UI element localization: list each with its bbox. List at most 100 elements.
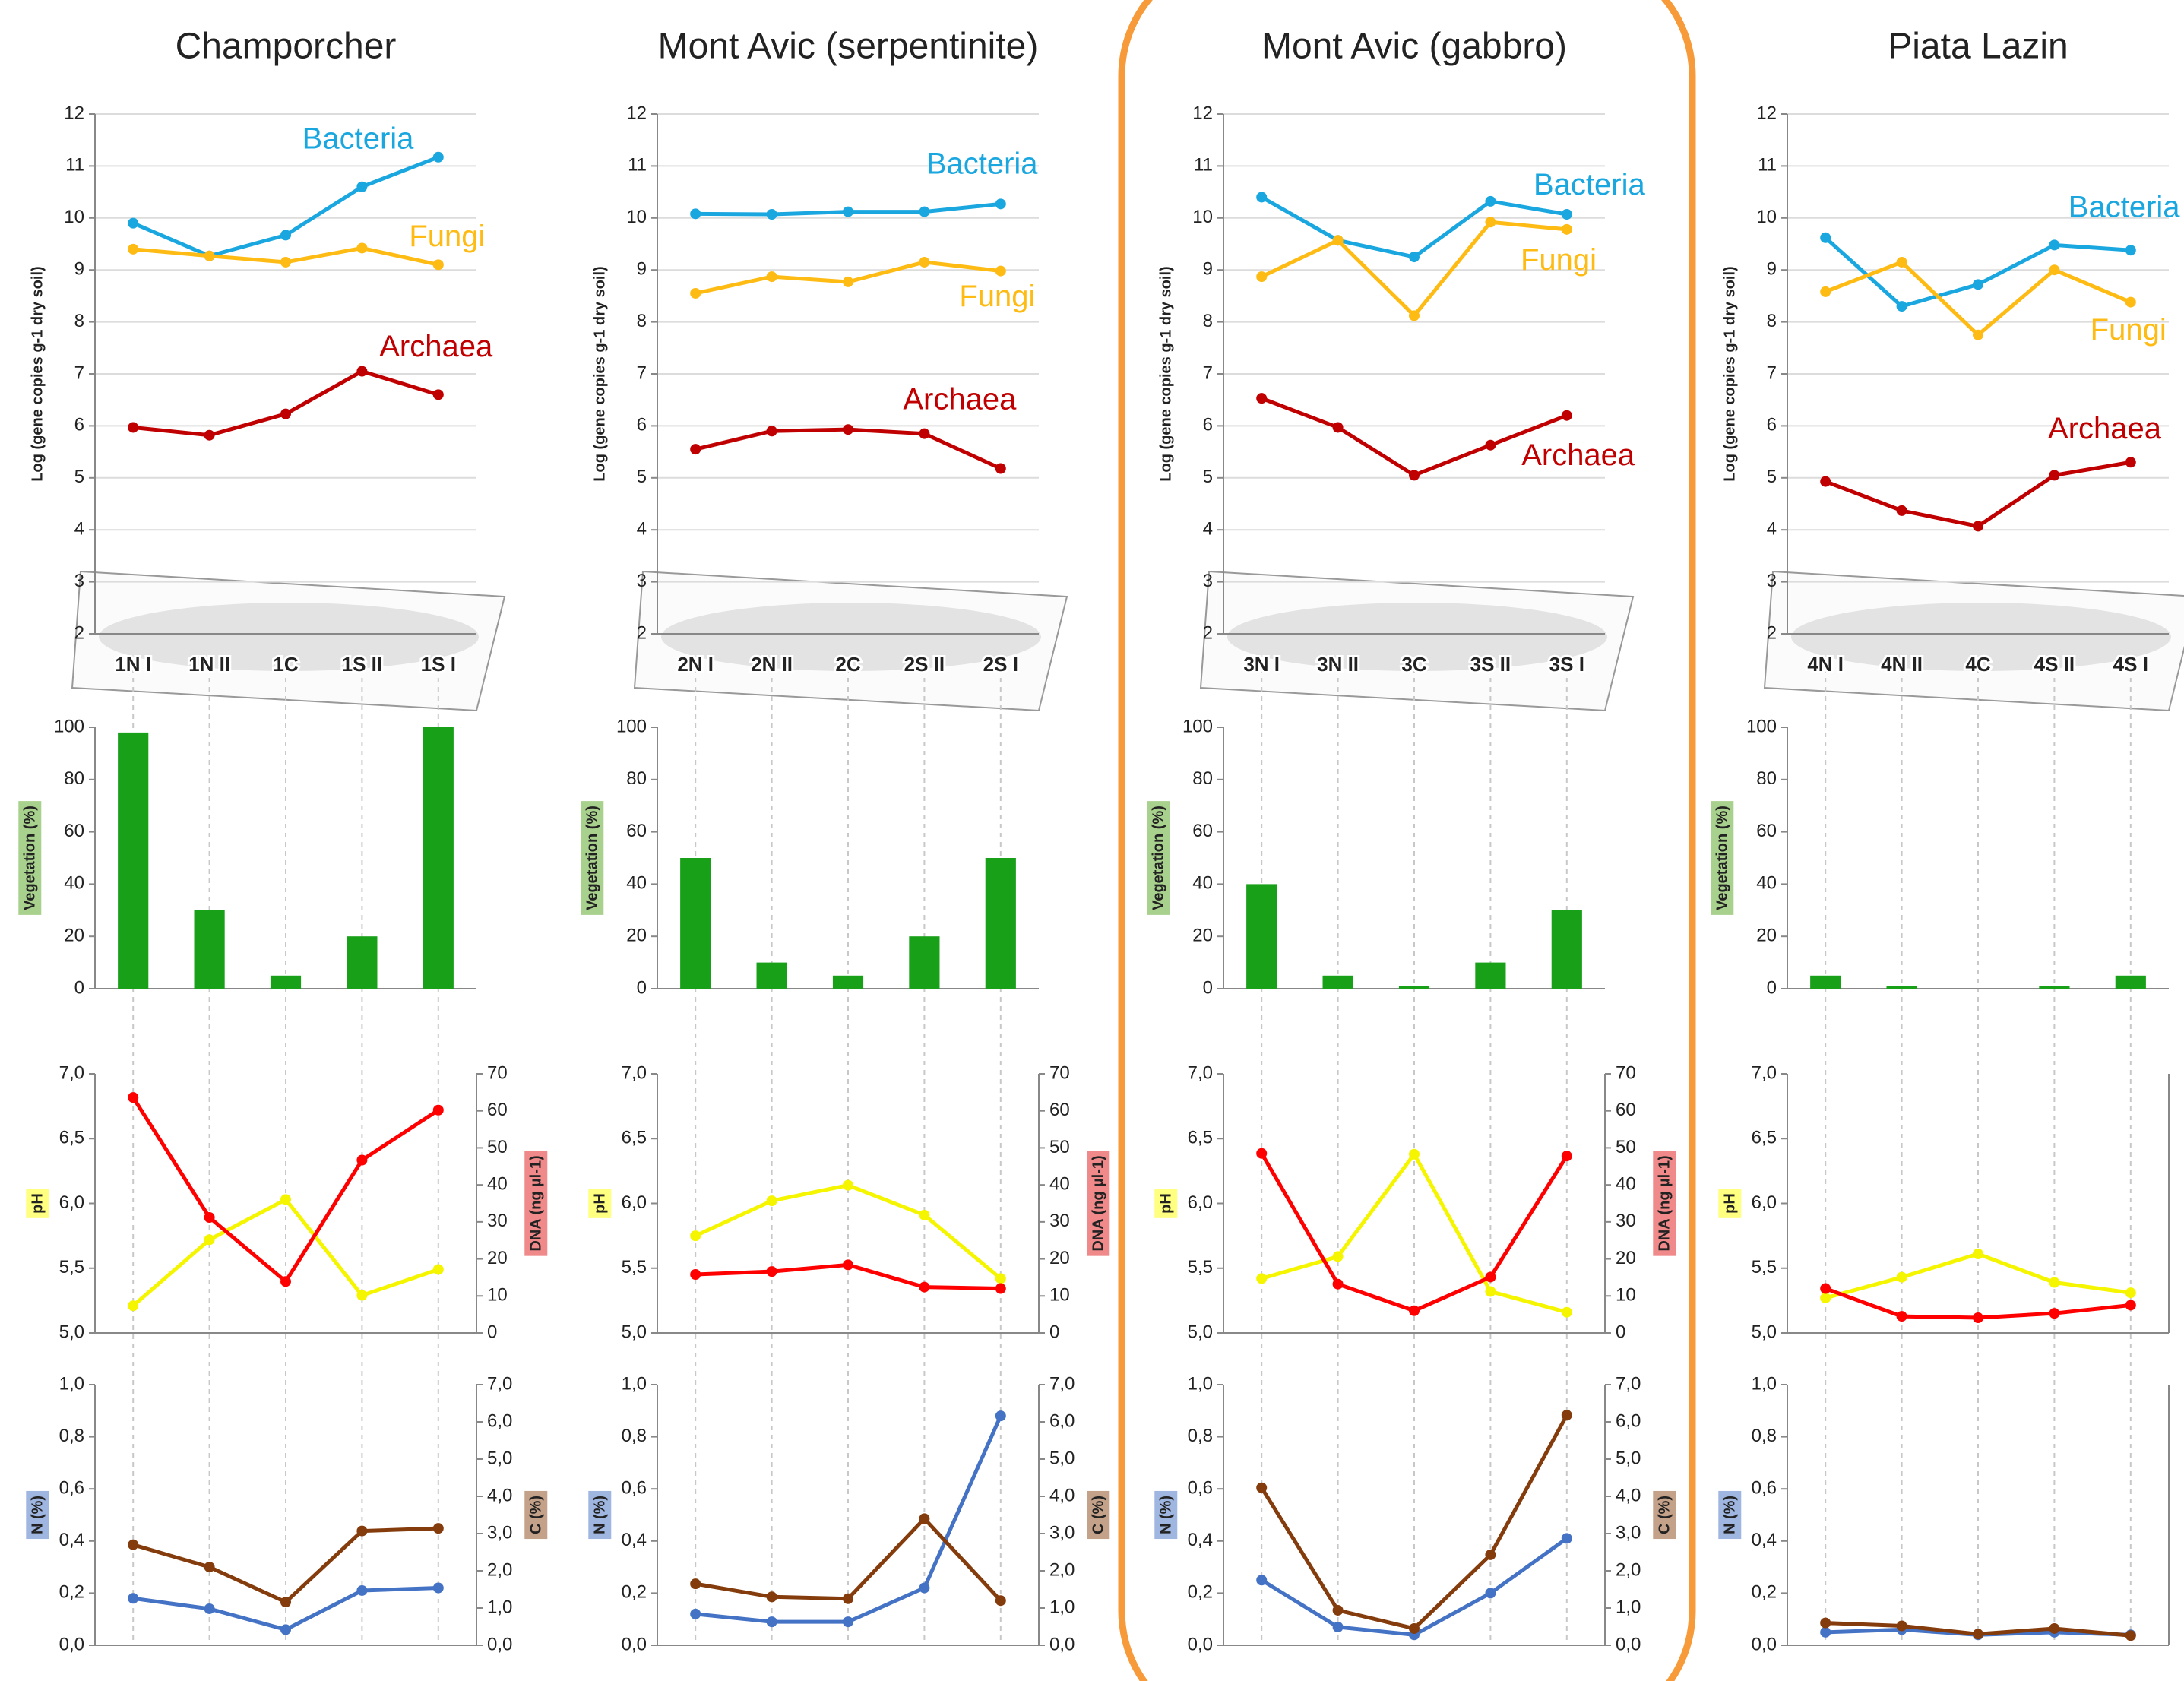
y-tick-label: 7,0 [59,1062,84,1083]
data-point [1820,1618,1831,1629]
y2-tick-label: 5,0 [1049,1448,1075,1468]
data-point [919,1282,929,1293]
data-point [995,1273,1006,1284]
data-point [1256,271,1267,282]
y-tick-label: 3 [74,571,84,591]
axis-label: Vegetation (%) [21,806,38,910]
y-tick-label: 4 [1203,519,1213,540]
y-tick-label: 3 [637,571,647,591]
x-tick-label: 1N II [188,653,230,676]
y-tick-label: 20 [626,926,647,946]
series-label: Bacteria [302,122,414,156]
data-point [1820,1293,1831,1303]
y2-tick-label: 3,0 [1616,1522,1641,1543]
data-point [995,1284,1006,1294]
data-point [1333,1622,1344,1632]
data-point [1409,310,1420,321]
data-point [1256,1148,1267,1159]
y-tick-label: 5,5 [1752,1257,1777,1277]
axis-label-group: Vegetation (%) [1711,801,1733,915]
y-tick-label: 0,8 [1752,1426,1777,1446]
y-tick-label: 100 [1746,716,1777,736]
y-tick-label: 0,6 [59,1478,84,1499]
data-point [1973,330,1983,340]
data-point [1333,1605,1344,1616]
y2-tick-label: 70 [487,1062,508,1083]
y2-tick-label: 30 [1616,1211,1636,1231]
x-tick-label: 1S I [421,653,456,676]
axis-label: pH [29,1193,46,1214]
data-point [1256,192,1267,202]
axis-label: Vegetation (%) [584,806,600,910]
data-point [1562,224,1572,235]
data-point [128,1092,138,1103]
data-point [1256,1483,1267,1493]
x-tick-label: 1N I [115,653,151,676]
data-point [2049,239,2059,250]
data-point [2125,1630,2136,1641]
y-tick-label: 0,2 [1752,1582,1777,1603]
axis-label-group: N (%) [1154,1491,1177,1539]
data-point [1256,393,1267,404]
data-point [2125,1300,2136,1310]
y-tick-label: 1,0 [59,1373,84,1394]
y2-tick-label: 0 [1049,1322,1059,1342]
y-tick-label: 7 [637,362,647,383]
data-point [1485,1588,1496,1598]
data-point [204,251,215,261]
data-point [1562,1533,1572,1543]
data-point [767,271,777,282]
data-point [1333,422,1344,432]
data-point [690,1269,701,1280]
data-point [433,1583,444,1594]
axis-label-group: Log (gene copies g-1 dry soil) [29,266,46,481]
axis-label: N (%) [29,1496,46,1534]
axis-label: Log (gene copies g-1 dry soil) [29,266,46,481]
data-point [128,244,138,255]
bar [1810,976,1841,989]
data-point [1485,1271,1496,1282]
y-tick-label: 40 [1192,873,1213,894]
y-tick-label: 1,0 [1188,1373,1213,1394]
x-tick-label: 2S II [904,653,945,676]
y-tick-label: 0,2 [622,1582,647,1603]
data-point [1897,257,1907,268]
y-tick-label: 0,0 [622,1634,647,1654]
data-point [280,230,291,240]
y-tick-label: 12 [1756,103,1777,123]
series-line [1825,462,2131,526]
y-tick-label: 11 [1758,155,1777,176]
data-point [433,1523,444,1534]
y-tick-label: 0,8 [1188,1426,1213,1446]
data-point [204,1234,215,1245]
y-tick-label: 12 [1192,103,1213,123]
y-tick-label: 6 [1767,415,1777,435]
axis-label-group: C (%) [524,1491,547,1539]
y-tick-label: 2 [637,622,647,643]
data-point [356,242,367,253]
y-tick-label: 3 [1203,571,1213,591]
y-tick-label: 0,0 [1188,1634,1213,1654]
data-point [2049,1623,2059,1634]
y-tick-label: 6 [1203,415,1213,435]
data-point [690,1609,701,1619]
chart-title: Mont Avic (serpentinite) [658,27,1039,67]
y-tick-label: 5 [637,467,647,487]
y-tick-label: 5 [1203,467,1213,487]
data-point [1562,1410,1572,1420]
y-tick-label: 11 [1194,155,1213,176]
data-point [1409,1306,1420,1316]
x-tick-label: 3S II [1470,653,1511,676]
series-label: Archaea [379,330,493,363]
y-tick-label: 0,2 [59,1582,84,1603]
y-tick-label: 1,0 [1752,1373,1777,1394]
data-point [128,1300,138,1311]
bar [1399,986,1429,989]
bar [347,936,377,989]
chart-title: Champorcher [176,27,397,67]
data-point [356,1155,367,1166]
data-point [919,207,929,217]
y-tick-label: 8 [637,311,647,331]
chart-title: Piata Lazin [1888,27,2068,67]
data-point [433,1105,444,1116]
